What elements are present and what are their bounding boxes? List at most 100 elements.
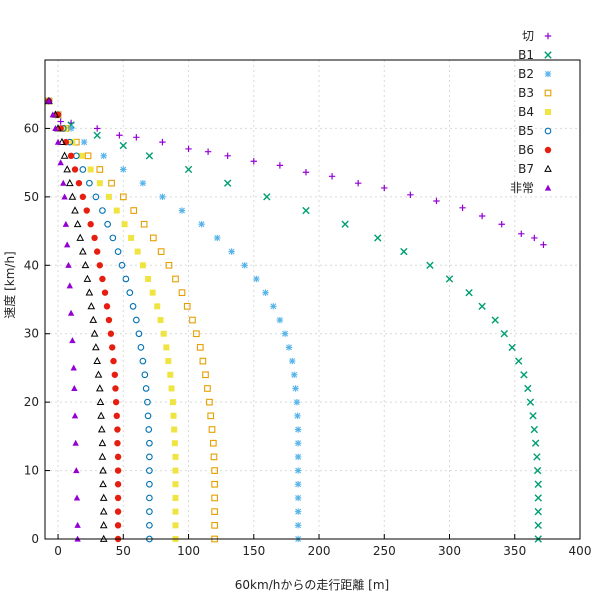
data-point	[114, 440, 121, 447]
series-3	[45, 97, 302, 543]
legend-label: B1	[518, 48, 534, 62]
x-tick-label: 250	[373, 544, 396, 558]
data-point	[381, 184, 388, 192]
data-point	[111, 371, 119, 378]
data-point	[103, 303, 111, 310]
data-point	[137, 344, 145, 351]
data-point	[159, 193, 166, 201]
data-point	[189, 316, 196, 324]
legend-marker	[544, 164, 552, 172]
legend-label: 切	[522, 29, 534, 43]
data-point	[193, 330, 200, 338]
data-marks	[45, 96, 547, 543]
data-point	[263, 193, 271, 201]
data-point	[208, 426, 216, 433]
data-point	[163, 344, 170, 351]
data-point	[146, 467, 153, 474]
data-point	[93, 356, 102, 364]
data-point	[133, 134, 140, 141]
legend-entry: B5	[518, 124, 552, 138]
data-point	[168, 385, 175, 392]
data-point	[149, 289, 156, 296]
data-point	[478, 212, 486, 220]
data-point	[65, 261, 72, 268]
data-point	[96, 180, 103, 187]
data-point	[70, 364, 77, 371]
data-point	[58, 137, 66, 146]
x-tick-label: 200	[308, 544, 331, 558]
data-point	[289, 357, 296, 365]
data-point	[294, 426, 302, 433]
data-point	[302, 206, 310, 215]
data-point	[374, 234, 382, 242]
data-point	[270, 303, 277, 310]
data-point	[199, 357, 207, 365]
series-2	[45, 97, 542, 543]
data-point	[285, 344, 293, 351]
data-point	[71, 412, 79, 419]
legend-marker	[544, 89, 552, 97]
data-point	[73, 219, 82, 228]
grid	[45, 60, 581, 540]
data-point	[60, 179, 67, 186]
data-point	[204, 148, 212, 155]
data-point	[144, 398, 151, 406]
data-point	[67, 152, 75, 159]
data-point	[184, 165, 193, 174]
data-point	[185, 145, 192, 153]
data-point	[92, 343, 100, 351]
data-point	[145, 152, 154, 160]
data-point	[114, 481, 122, 488]
x-axis-label: 60km/hからの走行距離 [m]	[235, 578, 389, 592]
data-point	[45, 97, 53, 104]
data-point	[204, 385, 211, 392]
data-point	[210, 453, 218, 461]
data-point	[165, 358, 172, 365]
legend-entry: 切	[522, 29, 552, 43]
data-point	[113, 207, 120, 214]
data-point	[120, 166, 127, 173]
data-point	[107, 330, 115, 337]
x-tick-label: 400	[569, 544, 592, 558]
y-tick-label: 50	[24, 190, 39, 204]
data-point	[97, 411, 105, 419]
data-point	[146, 439, 153, 447]
data-point	[500, 330, 509, 338]
data-point	[160, 330, 167, 337]
y-tick-label: 10	[24, 464, 39, 478]
data-point	[114, 467, 122, 474]
data-point	[281, 330, 289, 337]
data-point	[52, 125, 59, 132]
data-point	[253, 275, 260, 283]
legend-marker	[544, 184, 552, 191]
data-point	[73, 494, 81, 501]
data-point	[526, 398, 535, 406]
x-tick-label: 150	[242, 544, 265, 558]
y-axis-label: 速度 [km/h]	[2, 251, 17, 318]
data-point	[533, 453, 541, 461]
data-point	[93, 125, 101, 132]
data-point	[202, 371, 209, 379]
data-point	[276, 316, 284, 324]
data-point	[99, 479, 107, 488]
data-point	[196, 344, 204, 351]
data-point	[157, 317, 164, 324]
y-tick-label: 40	[24, 258, 39, 272]
data-point	[241, 262, 248, 269]
legend-label: B7	[518, 162, 534, 176]
data-point	[524, 384, 532, 393]
data-point	[498, 221, 505, 228]
x-tick-label: 0	[54, 544, 62, 558]
data-point	[63, 241, 71, 248]
data-point	[211, 480, 218, 488]
data-point	[146, 508, 153, 515]
series-7	[45, 97, 122, 543]
data-point	[207, 412, 215, 420]
data-point	[534, 480, 542, 488]
data-point	[57, 159, 64, 166]
data-point	[118, 261, 126, 269]
data-point	[79, 166, 87, 173]
data-point	[139, 357, 147, 365]
data-point	[211, 494, 218, 502]
